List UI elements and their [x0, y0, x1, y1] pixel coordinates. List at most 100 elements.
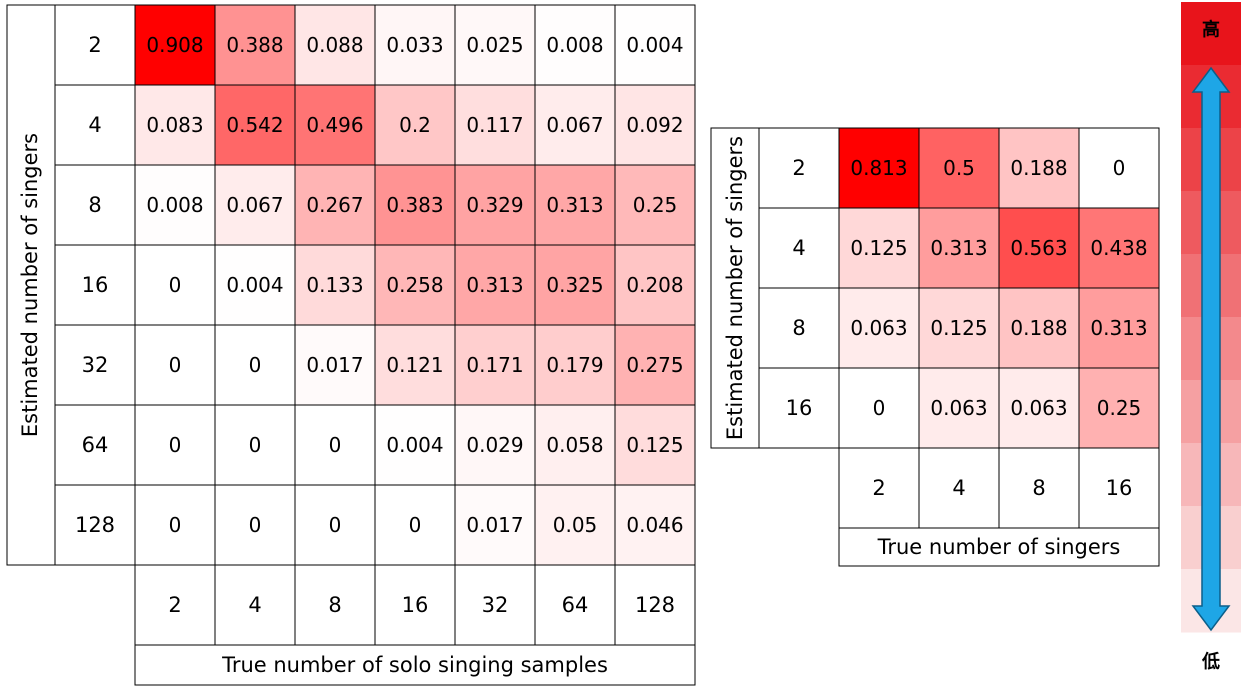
cell-value-label: 0.017 — [466, 513, 523, 537]
scale-low-label: 低 — [1201, 651, 1220, 673]
cell-value-label: 0.179 — [546, 353, 603, 377]
cell-value-label: 0 — [169, 513, 182, 537]
x-tick-label: 32 — [482, 593, 509, 617]
cell-value-label: 0 — [169, 433, 182, 457]
double-arrow-icon — [1191, 66, 1231, 632]
cell-value-label: 0.058 — [546, 433, 603, 457]
y-tick-cell — [758, 287, 840, 369]
x-tick-cell — [838, 447, 920, 529]
heatmap-cell — [838, 127, 920, 209]
heatmap-cell — [134, 244, 216, 326]
cell-value-label: 0 — [1113, 156, 1126, 180]
y-tick-label: 16 — [82, 273, 109, 297]
cell-value-label: 0.033 — [386, 33, 443, 57]
cell-value-label: 0.025 — [466, 33, 523, 57]
x-tick-label: 8 — [1032, 476, 1045, 500]
cell-value-label: 0.125 — [626, 433, 683, 457]
cell-value-label: 0.029 — [466, 433, 523, 457]
heatmap-cell — [134, 484, 216, 566]
cell-value-label: 0.313 — [930, 236, 987, 260]
cell-value-label: 0.496 — [306, 113, 363, 137]
cell-value-label: 0.313 — [546, 193, 603, 217]
cell-value-label: 0.208 — [626, 273, 683, 297]
heatmap-cell — [1078, 287, 1160, 369]
cell-value-label: 0.438 — [1090, 236, 1147, 260]
heatmap-cell — [614, 164, 696, 246]
cell-value-label: 0.117 — [466, 113, 523, 137]
cell-value-label: 0.542 — [226, 113, 283, 137]
cell-value-label: 0.388 — [226, 33, 283, 57]
heatmap-cell — [374, 244, 456, 326]
heatmap-cell — [534, 324, 616, 406]
heatmap-cell — [454, 164, 536, 246]
cell-value-label: 0.813 — [850, 156, 907, 180]
y-axis-title: Estimated number of singers — [723, 136, 747, 440]
heatmap-cell — [998, 127, 1080, 209]
cell-value-label: 0 — [169, 353, 182, 377]
cell-value-label: 0.067 — [226, 193, 283, 217]
x-tick-label: 4 — [952, 476, 965, 500]
cell-value-label: 0.171 — [466, 353, 523, 377]
y-tick-label: 8 — [88, 193, 101, 217]
heatmap-cell — [294, 4, 376, 86]
heatmap-cell — [534, 164, 616, 246]
cell-value-label: 0.063 — [930, 396, 987, 420]
heatmap-cell — [614, 484, 696, 566]
heatmap-cell — [454, 484, 536, 566]
heatmap-cell — [838, 207, 920, 289]
scale-high-label: 高 — [1202, 19, 1220, 41]
scale-band — [1181, 2, 1241, 66]
x-axis-title: True number of singers — [877, 535, 1121, 559]
x-axis-title: True number of solo singing samples — [221, 653, 608, 677]
cell-value-label: 0.5 — [943, 156, 975, 180]
cell-value-label: 0 — [249, 353, 262, 377]
cell-value-label: 0 — [249, 433, 262, 457]
heatmap-cell — [214, 324, 296, 406]
y-tick-label: 2 — [792, 156, 805, 180]
x-axis-title-box — [838, 527, 1160, 567]
y-tick-label: 2 — [88, 33, 101, 57]
cell-value-label: 0.25 — [633, 193, 678, 217]
heatmap-cell — [614, 244, 696, 326]
heatmap-cell — [614, 4, 696, 86]
heatmap-cell — [214, 84, 296, 166]
heatmap-cell — [454, 84, 536, 166]
heatmap-cell — [374, 164, 456, 246]
heatmap-cell — [614, 404, 696, 486]
heatmap-cell — [374, 404, 456, 486]
heatmap-cell — [214, 244, 296, 326]
heatmap-cell — [534, 484, 616, 566]
cell-value-label: 0.2 — [399, 113, 431, 137]
x-tick-cell — [134, 564, 216, 646]
heatmap-cell — [134, 164, 216, 246]
heatmap-cell — [454, 404, 536, 486]
x-tick-label: 16 — [1106, 476, 1133, 500]
heatmap-cell — [918, 207, 1000, 289]
cell-value-label: 0.25 — [1097, 396, 1142, 420]
cell-value-label: 0.063 — [850, 316, 907, 340]
cell-value-label: 0.313 — [466, 273, 523, 297]
cell-value-label: 0.05 — [553, 513, 598, 537]
x-tick-label: 4 — [248, 593, 261, 617]
y-tick-label: 8 — [792, 316, 805, 340]
cell-value-label: 0.092 — [626, 113, 683, 137]
y-tick-label: 128 — [75, 513, 115, 537]
x-tick-cell — [454, 564, 536, 646]
x-tick-label: 16 — [402, 593, 429, 617]
y-tick-label: 4 — [88, 113, 101, 137]
heatmap-cell — [1078, 207, 1160, 289]
cell-value-label: 0.008 — [146, 193, 203, 217]
heatmap-cell — [294, 164, 376, 246]
cell-value-label: 0.083 — [146, 113, 203, 137]
y-tick-cell — [54, 404, 136, 486]
cell-value-label: 0.267 — [306, 193, 363, 217]
cell-value-label: 0.188 — [1010, 316, 1067, 340]
cell-value-label: 0.313 — [1090, 316, 1147, 340]
heatmap-cell — [294, 84, 376, 166]
y-tick-label: 64 — [82, 433, 109, 457]
heatmap-cell — [214, 484, 296, 566]
heatmap-cell — [134, 4, 216, 86]
cell-value-label: 0.383 — [386, 193, 443, 217]
cell-value-label: 0.908 — [146, 33, 203, 57]
cell-value-label: 0.004 — [626, 33, 683, 57]
